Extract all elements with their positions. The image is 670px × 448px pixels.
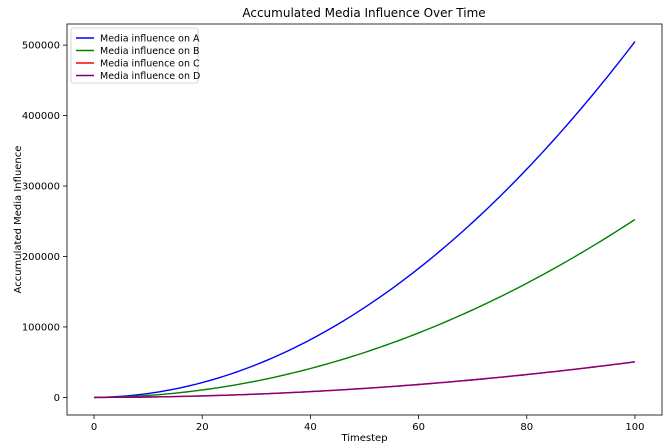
x-tick-label: 0 <box>91 422 97 433</box>
legend-entry: Media influence on C <box>100 58 200 69</box>
x-tick-label: 20 <box>196 422 209 433</box>
y-tick-label: 300000 <box>22 182 60 193</box>
legend-entry: Media influence on A <box>100 33 200 44</box>
series-line-2 <box>94 218 636 399</box>
y-axis-label: Accumulated Media Influence <box>13 146 24 294</box>
legend: Media influence on A Media influence on B… <box>70 27 200 84</box>
x-axis-label: Timestep <box>340 433 387 444</box>
series-line-1 <box>94 41 636 399</box>
legend-entry: Media influence on B <box>100 46 200 57</box>
y-tick-label: 200000 <box>22 252 60 263</box>
y-axis: 0 100000 200000 300000 400000 500000 <box>22 41 67 404</box>
y-tick-label: 100000 <box>22 322 60 333</box>
x-axis: 0 20 40 60 80 100 <box>91 415 645 433</box>
y-tick-label: 400000 <box>22 111 60 122</box>
y-tick-label: 0 <box>54 393 60 404</box>
x-tick-label: 60 <box>412 422 425 433</box>
plot-area <box>66 23 663 416</box>
legend-box <box>70 27 199 84</box>
legend-entry: Media influence on D <box>100 71 200 82</box>
x-tick-label: 40 <box>304 422 317 433</box>
chart-title: Accumulated Media Influence Over Time <box>242 6 485 20</box>
series-lines <box>94 41 636 399</box>
y-tick-label: 500000 <box>22 41 60 52</box>
series-line-4 <box>94 361 636 399</box>
x-tick-label: 100 <box>625 422 644 433</box>
x-tick-label: 80 <box>520 422 533 433</box>
